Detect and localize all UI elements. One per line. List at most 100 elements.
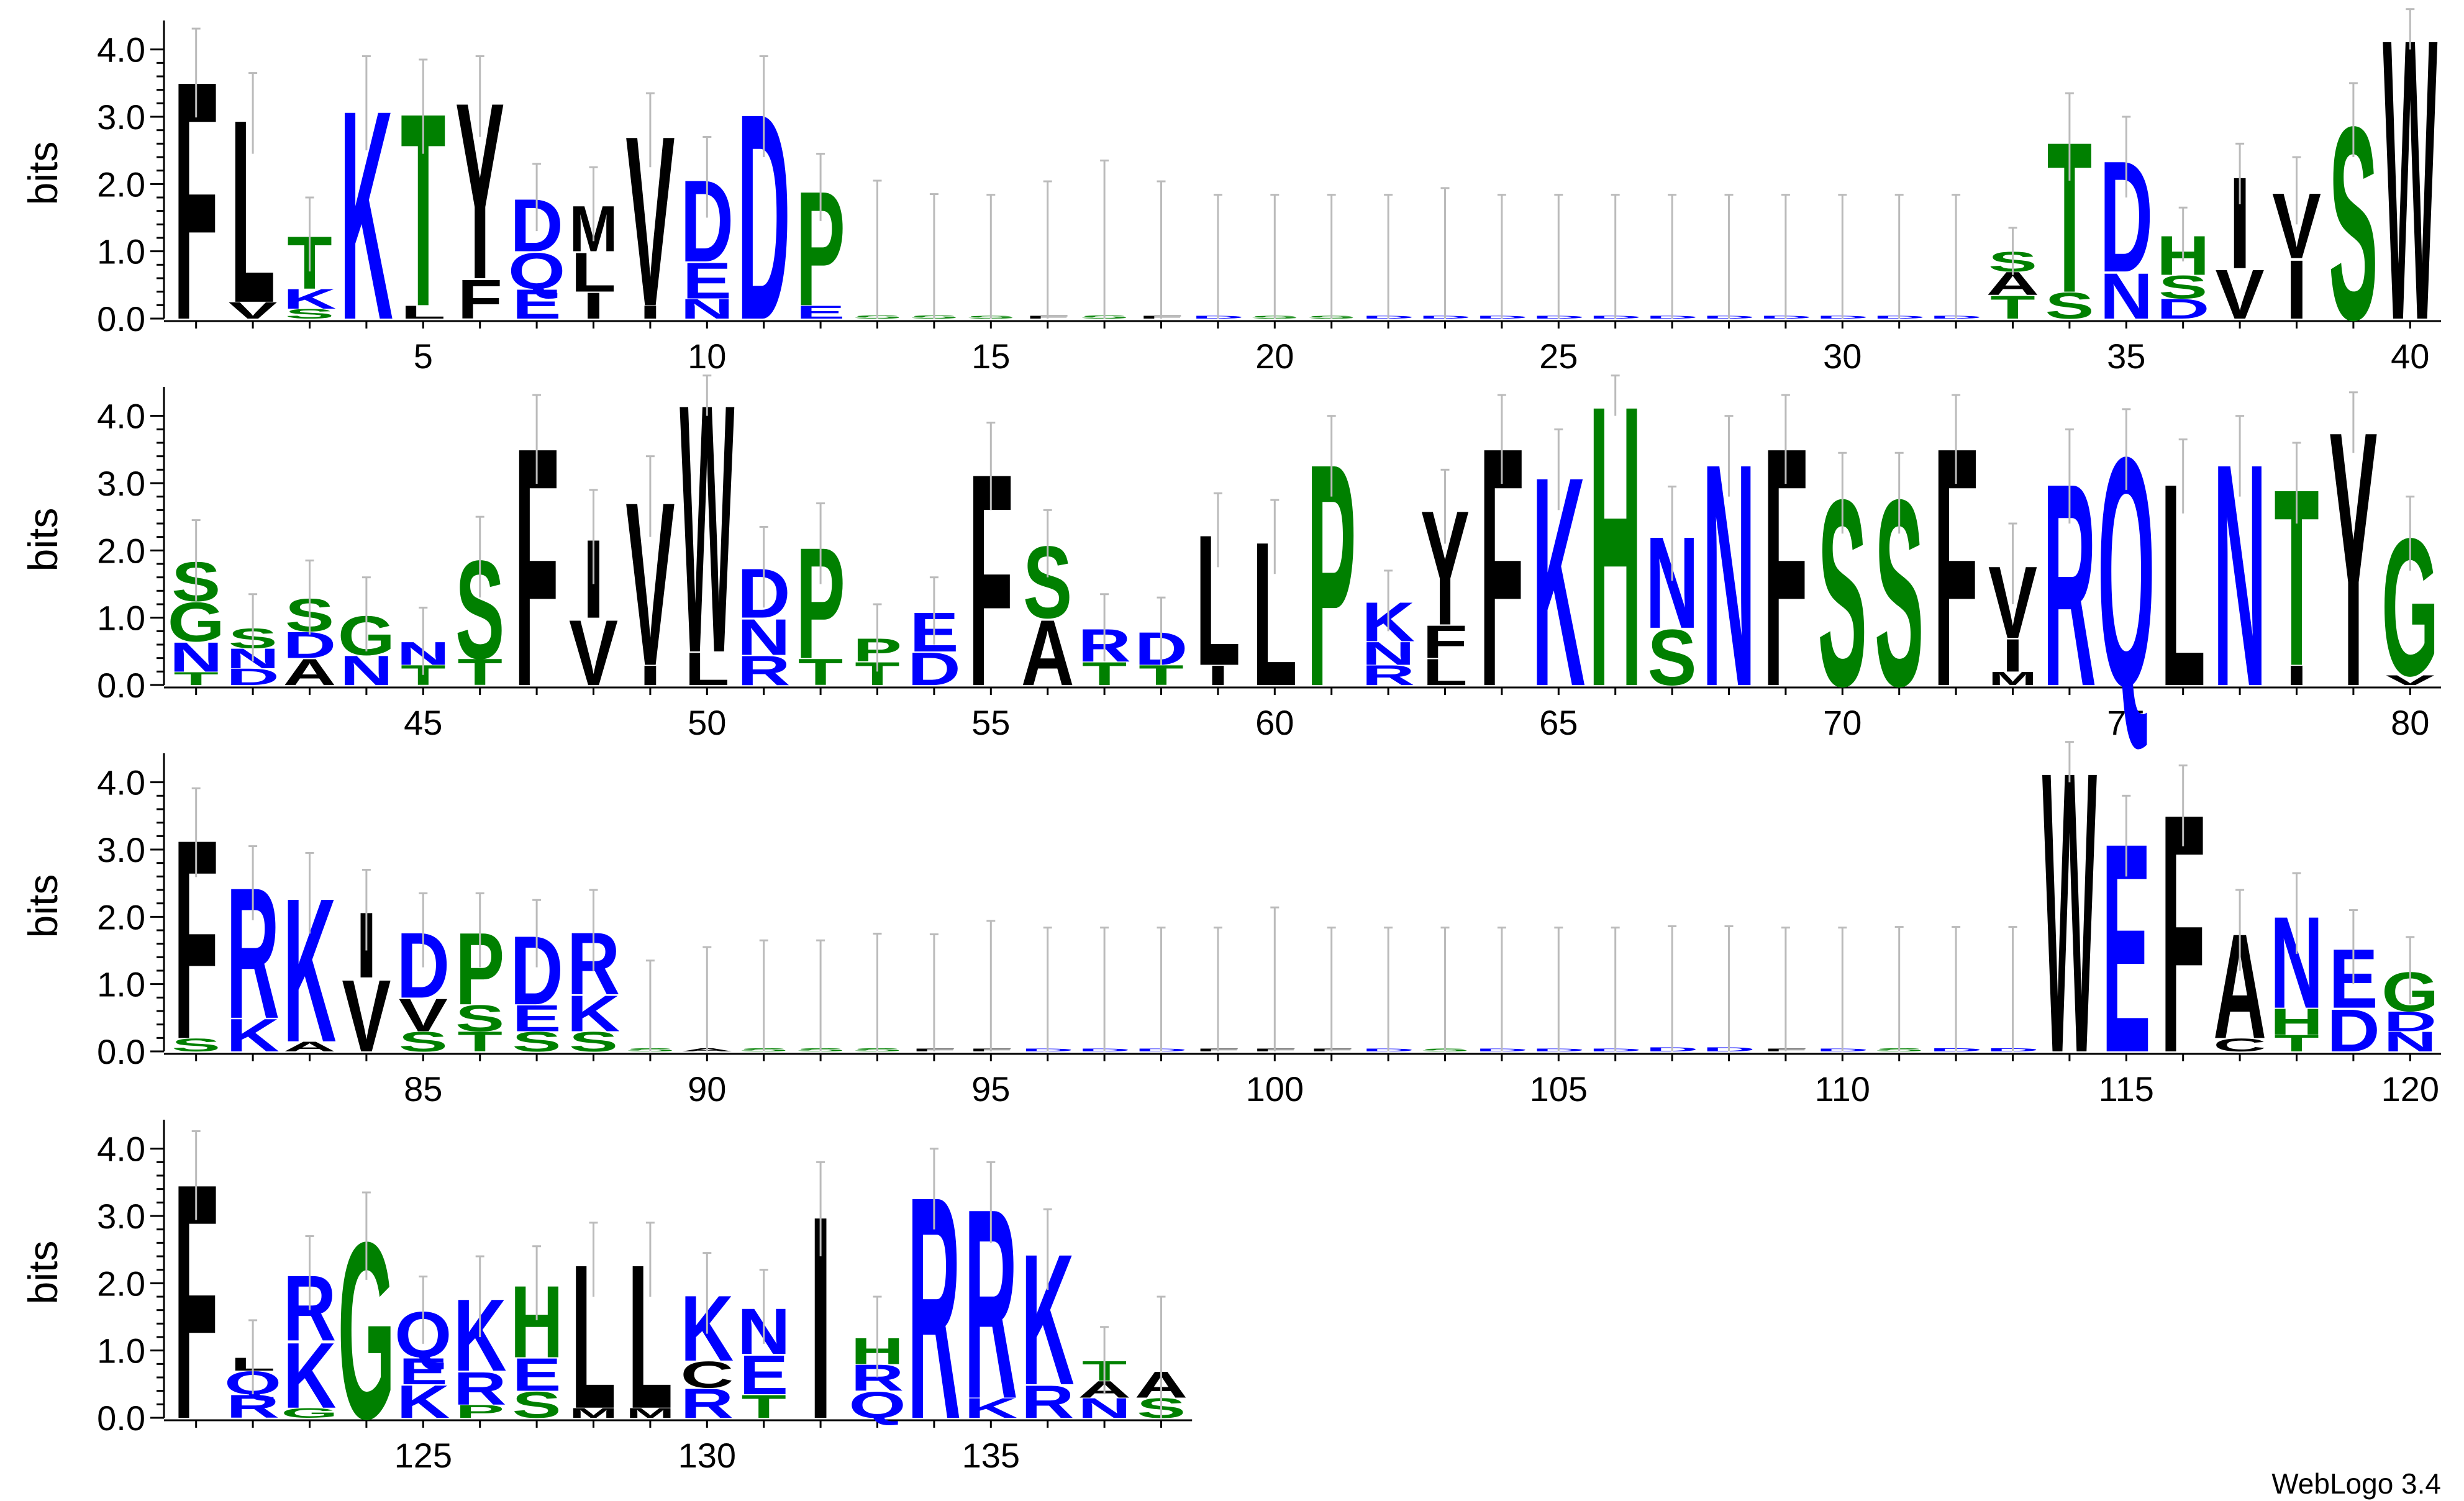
- logo-letter-E: E: [512, 1349, 561, 1401]
- y-tick-label: 2.0: [97, 897, 145, 936]
- x-tick-label: 70: [1823, 703, 1862, 742]
- y-axis-label: bits: [20, 142, 66, 206]
- y-tick-label: 2.0: [97, 1264, 145, 1303]
- logo-letter-M: M: [626, 1405, 675, 1421]
- y-tick-label: 4.0: [97, 1130, 145, 1169]
- x-tick-label: 80: [2391, 703, 2429, 742]
- logo-letter-S: S: [569, 1027, 618, 1058]
- x-tick-label: 25: [1539, 337, 1578, 376]
- x-tick-label: 35: [2107, 337, 2145, 376]
- y-tick-label: 0.0: [97, 299, 145, 338]
- x-tick-label: 20: [1255, 337, 1294, 376]
- logo-letter-E: E: [399, 1350, 448, 1392]
- weblogo-credit: WebLogo 3.4: [2271, 1467, 2441, 1500]
- x-tick-label: 120: [2381, 1069, 2439, 1109]
- y-tick-label: 3.0: [97, 97, 145, 137]
- logo-letter-A: A: [1021, 600, 1075, 705]
- y-tick-label: 3.0: [97, 464, 145, 503]
- logo-letter-V: V: [229, 297, 278, 324]
- x-tick-label: 115: [2099, 1069, 2154, 1109]
- logo-letter-D: D: [2157, 294, 2210, 325]
- logo-letter-T: T: [457, 651, 502, 693]
- logo-letter-T: T: [2274, 1030, 2319, 1056]
- x-tick-label: 55: [971, 703, 1010, 742]
- logo-letter-F: F: [1422, 616, 1467, 668]
- logo-letter-S: S: [512, 1384, 561, 1426]
- logo-letter-I: I: [639, 302, 661, 322]
- logo-letter-D: D: [2383, 1006, 2437, 1037]
- logo-letter-K: K: [964, 1393, 1017, 1424]
- logo-letter-I: I: [582, 285, 604, 327]
- logo-letter-K: K: [283, 1323, 337, 1428]
- logo-letter-T: T: [457, 1027, 502, 1058]
- logo-letter-V: V: [399, 989, 448, 1041]
- x-tick-label: 130: [678, 1436, 736, 1475]
- y-tick-label: 0.0: [97, 1399, 145, 1438]
- x-tick-label: 125: [394, 1436, 452, 1475]
- x-tick-label: 135: [962, 1436, 1020, 1475]
- logo-letter-V: V: [2386, 673, 2435, 688]
- y-axis-label: bits: [20, 874, 66, 938]
- logo-letter-K: K: [283, 284, 337, 315]
- x-tick-label: 100: [1246, 1069, 1304, 1109]
- logo-letter-N: N: [2383, 1027, 2437, 1058]
- x-tick-label: 110: [1815, 1069, 1870, 1109]
- y-axis-label: bits: [20, 508, 66, 572]
- logo-letter-V: V: [569, 600, 618, 705]
- logo-letter-D: D: [907, 643, 961, 696]
- y-tick-label: 1.0: [97, 599, 145, 638]
- logo-letter-C: C: [2213, 1035, 2266, 1055]
- logo-letter-M: M: [1989, 668, 2037, 689]
- logo-letter-N: N: [1078, 1393, 1131, 1424]
- logo-letter-L: L: [571, 242, 616, 304]
- y-tick-label: 0.0: [97, 666, 145, 705]
- y-tick-label: 4.0: [97, 397, 145, 436]
- x-tick-label: 30: [1823, 337, 1862, 376]
- logo-letter-T: T: [1082, 656, 1127, 692]
- logo-letter-T: T: [798, 651, 843, 693]
- logo-letter-K: K: [226, 1010, 280, 1062]
- logo-letter-D: D: [226, 664, 280, 690]
- logo-letter-R: R: [680, 1381, 734, 1427]
- x-tick-label: 5: [414, 337, 433, 376]
- logo-letter-E: E: [512, 997, 561, 1039]
- y-axis-label: bits: [20, 1241, 66, 1305]
- logo-letter-P: P: [455, 1401, 504, 1422]
- x-tick-label: 65: [1539, 703, 1578, 742]
- logo-letter-D: D: [2327, 997, 2380, 1065]
- x-tick-label: 60: [1255, 703, 1294, 742]
- logo-letter-T: T: [741, 1389, 786, 1425]
- logo-letter-R: R: [1362, 660, 1415, 691]
- x-tick-label: 10: [688, 337, 726, 376]
- logo-letter-R: R: [737, 648, 791, 694]
- x-tick-label: 95: [971, 1069, 1010, 1109]
- y-tick-label: 3.0: [97, 830, 145, 869]
- logo-letter-R: R: [226, 1389, 280, 1425]
- logo-letter-E: E: [739, 1345, 788, 1407]
- x-tick-label: 15: [971, 337, 1010, 376]
- y-tick-label: 3.0: [97, 1197, 145, 1236]
- logo-letter-A: A: [283, 1039, 337, 1054]
- x-tick-label: 90: [688, 1069, 726, 1109]
- logo-letter-I: I: [2285, 243, 2307, 337]
- logo-letter-N: N: [1362, 635, 1415, 672]
- logo-letter-N: N: [737, 608, 791, 666]
- y-tick-label: 2.0: [97, 165, 145, 204]
- logo-letter-G: G: [281, 1405, 338, 1421]
- logo-letter-T: T: [173, 668, 218, 689]
- logo-letter-I: I: [1207, 660, 1229, 691]
- logo-letter-I: I: [639, 660, 661, 691]
- logo-letter-L: L: [401, 302, 445, 322]
- logo-letter-N: N: [340, 648, 393, 694]
- logo-letter-M: M: [570, 1405, 618, 1421]
- x-tick-label: 75: [2107, 703, 2145, 742]
- logo-letter-Q: Q: [848, 1384, 906, 1426]
- logo-letter-G: G: [168, 591, 225, 653]
- logo-letter-R: R: [1021, 1376, 1075, 1428]
- logo-letter-L: L: [684, 643, 729, 696]
- logo-letter-E: E: [796, 302, 845, 322]
- logo-letter-S: S: [512, 1027, 561, 1058]
